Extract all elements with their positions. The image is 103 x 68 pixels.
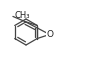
Text: CH₃: CH₃ (14, 11, 30, 20)
Text: O: O (46, 30, 53, 39)
